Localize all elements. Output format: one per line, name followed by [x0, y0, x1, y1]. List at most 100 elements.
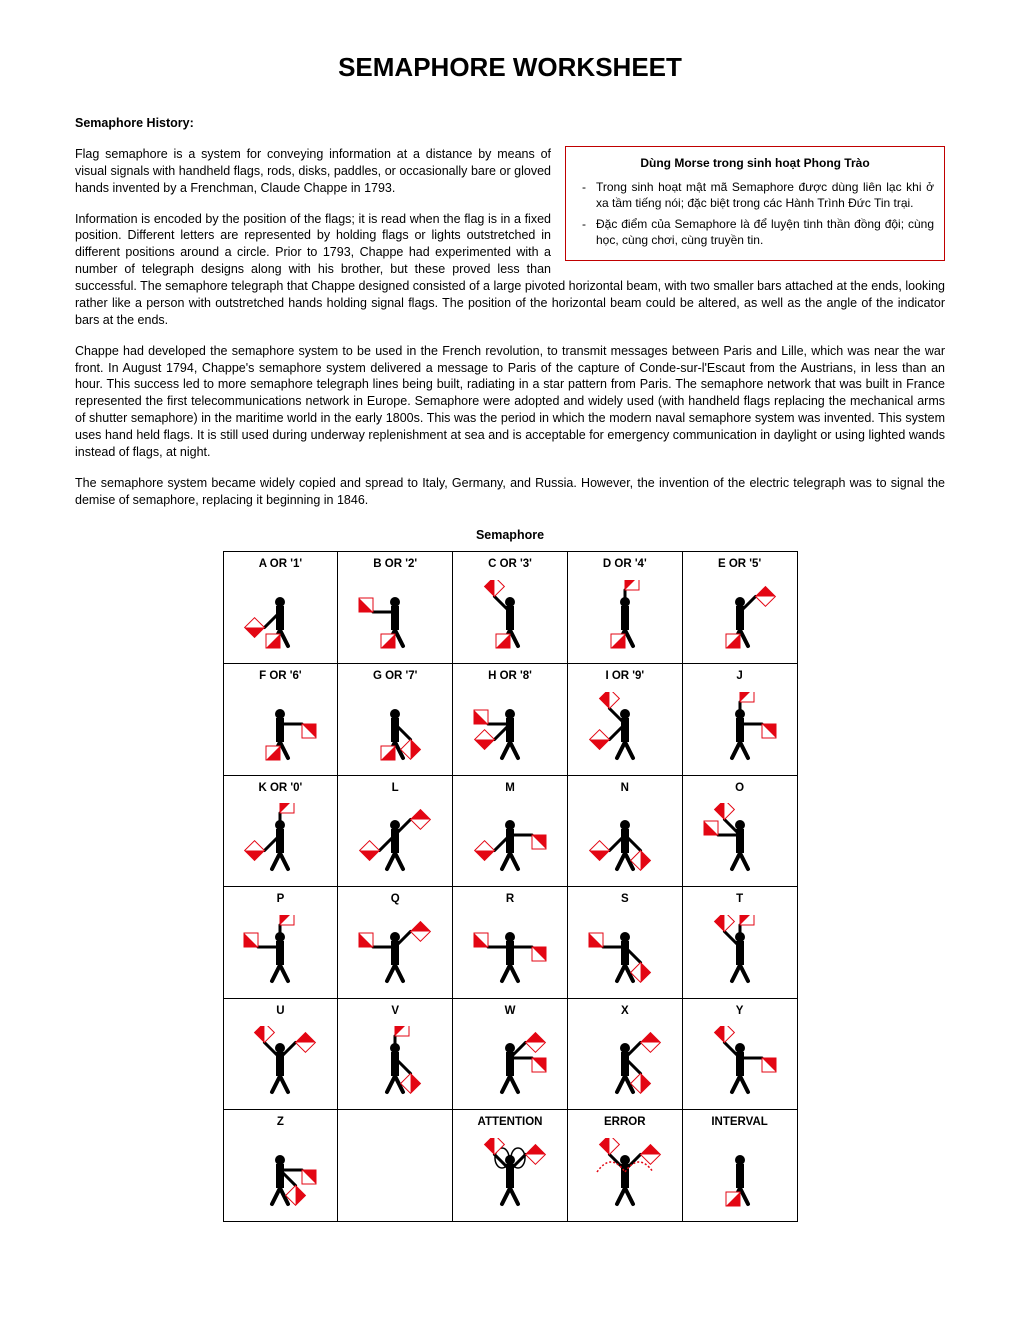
callout-box: Dùng Morse trong sinh hoạt Phong Trào Tr…: [565, 146, 945, 261]
semaphore-icon: [338, 912, 452, 998]
semaphore-icon: [224, 1135, 338, 1221]
cell-label: ERROR: [568, 1110, 682, 1135]
semaphore-icon: [568, 1135, 682, 1221]
semaphore-cell: ERROR: [567, 1110, 682, 1222]
history-heading: Semaphore History:: [75, 115, 945, 132]
semaphore-cell: U: [223, 998, 338, 1110]
semaphore-cell: S: [567, 887, 682, 999]
callout-item: Trong sinh hoạt mật mã Semaphore được dù…: [586, 179, 934, 211]
semaphore-icon: [568, 577, 682, 663]
semaphore-cell: F OR '6': [223, 663, 338, 775]
semaphore-icon: [683, 912, 797, 998]
semaphore-icon: [338, 689, 452, 775]
semaphore-icon: [338, 1023, 452, 1109]
cell-label: X: [568, 999, 682, 1024]
history-paragraph: Chappe had developed the semaphore syste…: [75, 343, 945, 461]
cell-label: A OR '1': [224, 552, 338, 577]
semaphore-icon: [224, 1023, 338, 1109]
semaphore-icon: [568, 689, 682, 775]
semaphore-icon: [453, 1135, 567, 1221]
semaphore-icon: [683, 800, 797, 886]
cell-label: B OR '2': [338, 552, 452, 577]
semaphore-cell: H OR '8': [453, 663, 568, 775]
cell-label: ATTENTION: [453, 1110, 567, 1135]
semaphore-icon: [683, 1023, 797, 1109]
semaphore-icon: [453, 912, 567, 998]
cell-label: E OR '5': [683, 552, 797, 577]
semaphore-cell: Q: [338, 887, 453, 999]
cell-label: V: [338, 999, 452, 1024]
semaphore-icon: [453, 689, 567, 775]
cell-label: O: [683, 776, 797, 801]
semaphore-cell: V: [338, 998, 453, 1110]
cell-label: [338, 1110, 452, 1132]
semaphore-icon: [224, 689, 338, 775]
semaphore-cell: B OR '2': [338, 552, 453, 664]
semaphore-cell: N: [567, 775, 682, 887]
semaphore-cell: J: [682, 663, 797, 775]
semaphore-icon: [224, 800, 338, 886]
semaphore-cell: X: [567, 998, 682, 1110]
cell-label: F OR '6': [224, 664, 338, 689]
semaphore-cell: M: [453, 775, 568, 887]
semaphore-cell: Z: [223, 1110, 338, 1222]
cell-label: Q: [338, 887, 452, 912]
cell-label: W: [453, 999, 567, 1024]
semaphore-icon: [338, 1132, 452, 1218]
semaphore-cell: R: [453, 887, 568, 999]
page-title: SEMAPHORE WORKSHEET: [75, 50, 945, 85]
semaphore-cell: K OR '0': [223, 775, 338, 887]
cell-label: L: [338, 776, 452, 801]
semaphore-icon: [453, 800, 567, 886]
cell-label: INTERVAL: [683, 1110, 797, 1135]
semaphore-cell: ATTENTION: [453, 1110, 568, 1222]
semaphore-icon: [568, 1023, 682, 1109]
cell-label: H OR '8': [453, 664, 567, 689]
cell-label: S: [568, 887, 682, 912]
cell-label: M: [453, 776, 567, 801]
callout-item: Đặc điểm của Semaphore là để luyện tinh …: [586, 216, 934, 248]
callout-list: Trong sinh hoạt mật mã Semaphore được dù…: [576, 179, 934, 248]
cell-label: R: [453, 887, 567, 912]
semaphore-icon: [683, 577, 797, 663]
history-paragraph: The semaphore system became widely copie…: [75, 475, 945, 509]
semaphore-cell: D OR '4': [567, 552, 682, 664]
semaphore-icon: [568, 912, 682, 998]
table-title: Semaphore: [75, 527, 945, 544]
semaphore-cell: INTERVAL: [682, 1110, 797, 1222]
cell-label: D OR '4': [568, 552, 682, 577]
cell-label: Y: [683, 999, 797, 1024]
cell-label: U: [224, 999, 338, 1024]
semaphore-cell: W: [453, 998, 568, 1110]
semaphore-icon: [453, 577, 567, 663]
semaphore-cell: I OR '9': [567, 663, 682, 775]
cell-label: N: [568, 776, 682, 801]
semaphore-cell: L: [338, 775, 453, 887]
semaphore-icon: [338, 577, 452, 663]
cell-label: C OR '3': [453, 552, 567, 577]
cell-label: K OR '0': [224, 776, 338, 801]
semaphore-icon: [224, 577, 338, 663]
semaphore-icon: [683, 689, 797, 775]
semaphore-cell: C OR '3': [453, 552, 568, 664]
semaphore-cell: A OR '1': [223, 552, 338, 664]
semaphore-table: A OR '1' B OR '2': [223, 551, 798, 1221]
semaphore-cell: P: [223, 887, 338, 999]
semaphore-cell: [338, 1110, 453, 1222]
cell-label: Z: [224, 1110, 338, 1135]
cell-label: G OR '7': [338, 664, 452, 689]
cell-label: T: [683, 887, 797, 912]
semaphore-icon: [224, 912, 338, 998]
semaphore-icon: [683, 1135, 797, 1221]
cell-label: J: [683, 664, 797, 689]
callout-title: Dùng Morse trong sinh hoạt Phong Trào: [576, 155, 934, 171]
semaphore-cell: G OR '7': [338, 663, 453, 775]
semaphore-cell: T: [682, 887, 797, 999]
semaphore-cell: Y: [682, 998, 797, 1110]
semaphore-icon: [568, 800, 682, 886]
semaphore-icon: [338, 800, 452, 886]
semaphore-cell: E OR '5': [682, 552, 797, 664]
cell-label: P: [224, 887, 338, 912]
semaphore-icon: [453, 1023, 567, 1109]
semaphore-cell: O: [682, 775, 797, 887]
